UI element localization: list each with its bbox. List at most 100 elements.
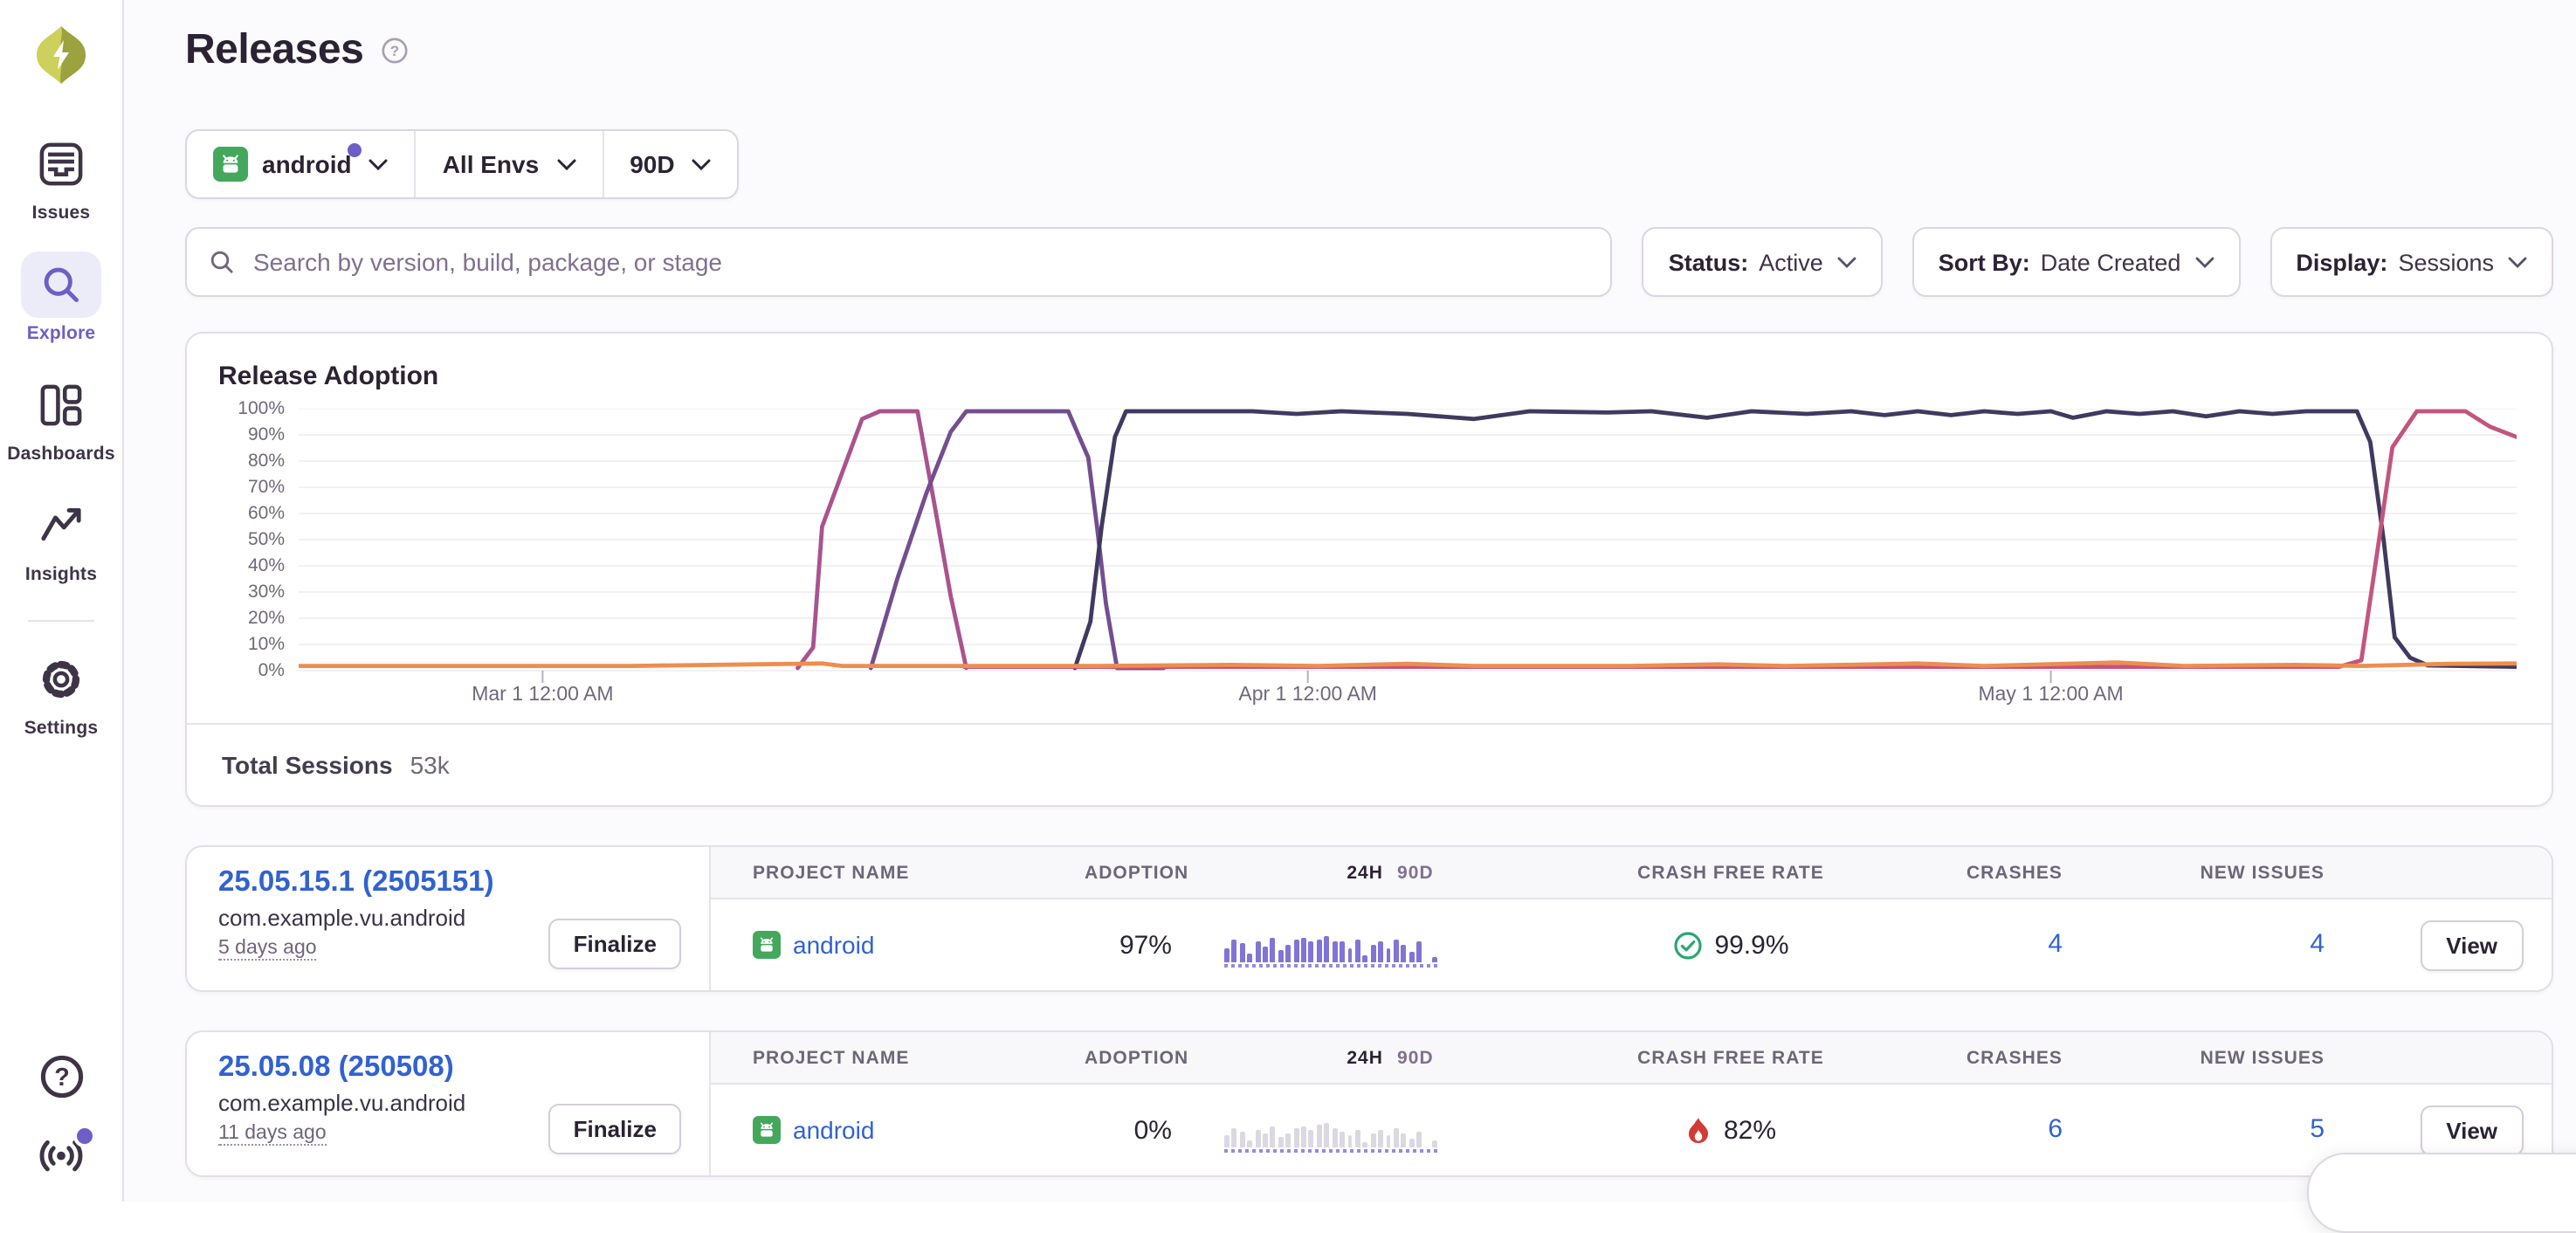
project-link[interactable]: android — [793, 931, 875, 959]
sidebar-item-label: Settings — [24, 718, 99, 739]
page-title: Releases — [185, 26, 364, 73]
sidebar-item-label: Insights — [24, 564, 98, 585]
date-range-filter[interactable]: 90D — [602, 131, 737, 197]
col-adoption: ADOPTION — [1085, 862, 1189, 883]
col-crash-free-rate: CRASH FREE RATE — [1637, 1047, 1824, 1068]
total-sessions-row: Total Sessions 53k — [187, 723, 2552, 805]
view-button[interactable]: View — [2420, 1105, 2524, 1155]
release-summary: 25.05.08 (250508) com.example.vu.android… — [187, 1032, 711, 1175]
release-package: com.example.vu.android — [218, 905, 466, 931]
sidebar-divider — [28, 620, 94, 622]
release-version-link[interactable]: 25.05.08 (250508) — [218, 1051, 454, 1083]
chevron-down-icon — [692, 158, 712, 170]
adoption-value: 0% — [1133, 1115, 1172, 1145]
insights-chart-icon — [41, 508, 81, 541]
android-project-icon — [753, 931, 781, 959]
display-value: Sessions — [2398, 249, 2494, 275]
status-filter-value: Active — [1759, 249, 1823, 275]
release-age[interactable]: 11 days ago — [218, 1123, 327, 1146]
col-new-issues: NEW ISSUES — [2200, 862, 2325, 883]
display-filter[interactable]: Display: Sessions — [2269, 227, 2553, 297]
sidebar-item-settings[interactable]: Settings — [21, 646, 101, 739]
adoption-sparkline — [1224, 923, 1437, 967]
feedback-pill[interactable] — [2307, 1153, 2576, 1233]
project-filter[interactable]: android — [187, 131, 415, 197]
environment-filter-label: All Envs — [442, 150, 540, 178]
adoption-value: 97% — [1119, 930, 1172, 960]
crashes-link[interactable]: 4 — [2048, 929, 2063, 959]
search-row: Status: Active Sort By: Date Created Dis… — [185, 227, 2553, 297]
sidebar-item-issues[interactable]: Issues — [21, 131, 101, 224]
notification-dot — [73, 1125, 96, 1147]
android-project-icon — [753, 1116, 781, 1144]
release-version-link[interactable]: 25.05.15.1 (2505151) — [218, 866, 494, 898]
project-link[interactable]: android — [793, 1116, 875, 1144]
help-icon: ? — [39, 1055, 83, 1099]
search-box[interactable] — [185, 227, 1613, 297]
crash-free-cell: 99.9% — [1574, 930, 1888, 960]
release-summary: 25.05.15.1 (2505151) com.example.vu.andr… — [187, 847, 711, 990]
col-90d: 90D — [1397, 862, 1434, 883]
chart-x-labels: Mar 1 12:00 AM Apr 1 12:00 AM May 1 12:00 … — [472, 685, 2124, 706]
environment-filter[interactable]: All Envs — [414, 131, 603, 197]
new-issues-link[interactable]: 4 — [2310, 929, 2325, 959]
finalize-button[interactable]: Finalize — [548, 919, 681, 969]
new-issues-link[interactable]: 5 — [2310, 1114, 2325, 1144]
release-card: 25.05.15.1 (2505151) com.example.vu.andr… — [185, 845, 2553, 992]
sidebar-item-dashboards[interactable]: Dashboards — [7, 372, 115, 465]
crash-free-value: 99.9% — [1714, 930, 1789, 960]
release-package: com.example.vu.android — [218, 1090, 466, 1116]
sidebar-item-label: Dashboards — [7, 444, 115, 465]
col-adoption: ADOPTION — [1085, 1047, 1189, 1068]
search-input[interactable] — [250, 246, 1590, 278]
sidebar-item-explore[interactable]: Explore — [21, 251, 101, 344]
search-icon — [210, 251, 233, 273]
sort-by-filter[interactable]: Sort By: Date Created — [1911, 227, 2241, 297]
adoption-sparkline — [1224, 1108, 1437, 1152]
col-new-issues: NEW ISSUES — [2200, 1047, 2325, 1068]
adoption-chart: 100% 90% 80% 70% 60% 50% 40% 30% 20% 10% 0% Mar 1 … — [215, 398, 2517, 716]
release-card: 25.05.08 (250508) com.example.vu.android… — [185, 1030, 2553, 1177]
release-age[interactable]: 5 days ago — [218, 938, 317, 961]
crash-free-cell: 82% — [1574, 1115, 1888, 1145]
status-filter[interactable]: Status: Active — [1642, 227, 1883, 297]
finalize-button[interactable]: Finalize — [548, 1104, 681, 1154]
chart-title: Release Adoption — [218, 362, 439, 391]
android-project-icon — [213, 147, 248, 182]
col-crashes: CRASHES — [1966, 1047, 2063, 1068]
sidebar: Issues Explore Dashboards — [0, 0, 124, 1202]
status-filter-label: Status: — [1668, 249, 1749, 275]
svg-text:?: ? — [390, 43, 399, 59]
issues-icon — [39, 142, 83, 186]
chevron-down-icon — [2194, 256, 2214, 267]
sidebar-item-label: Explore — [26, 323, 96, 344]
page-help-icon[interactable]: ? — [381, 37, 409, 65]
crashes-link[interactable]: 6 — [2048, 1114, 2063, 1144]
col-crashes: CRASHES — [1966, 862, 2063, 883]
svg-text:?: ? — [53, 1064, 69, 1092]
col-project-name: PROJECT NAME — [753, 1047, 910, 1068]
total-sessions-label: Total Sessions — [222, 751, 393, 779]
release-table-header: PROJECT NAME ADOPTION 24H 90D CRASH FREE… — [711, 1032, 2552, 1085]
gear-icon — [42, 660, 80, 699]
chevron-down-icon — [369, 158, 389, 170]
chart-plot-area: Mar 1 12:00 AM Apr 1 12:00 AM May 1 12:00 … — [299, 409, 2517, 716]
sidebar-item-insights[interactable]: Insights — [21, 493, 101, 585]
whats-new-button[interactable] — [37, 1125, 96, 1177]
release-adoption-card: Release Adoption 100% 90% 80% 70% 60% 50% 40% 3… — [185, 332, 2553, 807]
view-button[interactable]: View — [2420, 920, 2524, 970]
release-table-row: android 0% 82% 6 5 View — [711, 1085, 2552, 1175]
dashboards-icon — [40, 384, 82, 426]
app-logo[interactable] — [33, 24, 89, 86]
help-button[interactable]: ? — [38, 1053, 85, 1100]
logo-icon — [37, 26, 86, 84]
crash-free-value: 82% — [1723, 1115, 1777, 1145]
col-24h: 24H — [1347, 1047, 1383, 1068]
chevron-down-icon — [2508, 256, 2527, 267]
col-24h: 24H — [1347, 862, 1383, 883]
unhealthy-fire-icon — [1688, 1116, 1708, 1143]
healthy-check-icon — [1673, 931, 1702, 959]
date-range-filter-label: 90D — [630, 150, 675, 178]
page-filter-bar: android All Envs 90D — [185, 129, 740, 199]
